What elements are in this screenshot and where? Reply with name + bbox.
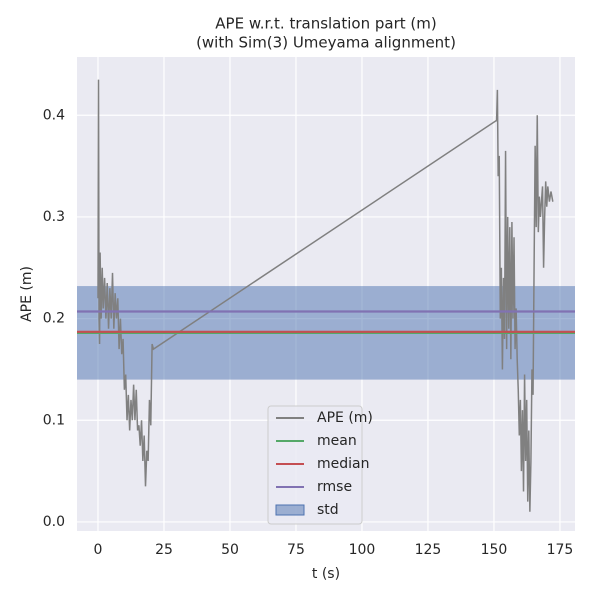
plot-layer <box>77 79 575 512</box>
x-tick-label: 50 <box>221 542 239 558</box>
legend-label: median <box>317 456 369 472</box>
legend-label: std <box>317 502 339 518</box>
x-tick-label: 25 <box>155 542 173 558</box>
y-tick-label: 0.4 <box>43 107 65 123</box>
x-tick-label: 0 <box>94 542 103 558</box>
chart-title: APE w.r.t. translation part (m) <box>215 15 436 33</box>
y-tick-label: 0.2 <box>43 311 65 327</box>
x-tick-label: 150 <box>481 542 508 558</box>
x-tick-label: 125 <box>415 542 442 558</box>
legend-label: rmse <box>317 479 352 495</box>
y-tick-label: 0.1 <box>43 412 65 428</box>
x-axis-label: t (s) <box>312 566 340 582</box>
chart-subtitle: (with Sim(3) Umeyama alignment) <box>196 34 456 52</box>
y-axis-label: APE (m) <box>19 266 35 322</box>
y-tick-label: 0.0 <box>43 514 65 530</box>
x-tick-label: 100 <box>349 542 376 558</box>
data-line <box>97 79 554 512</box>
legend-label: mean <box>317 433 357 449</box>
legend-label: APE (m) <box>317 410 373 426</box>
y-tick-label: 0.3 <box>43 209 65 225</box>
x-tick-label: 75 <box>287 542 305 558</box>
legend-box <box>267 405 363 525</box>
x-tick-label: 175 <box>547 542 574 558</box>
legend-swatch <box>275 504 305 516</box>
